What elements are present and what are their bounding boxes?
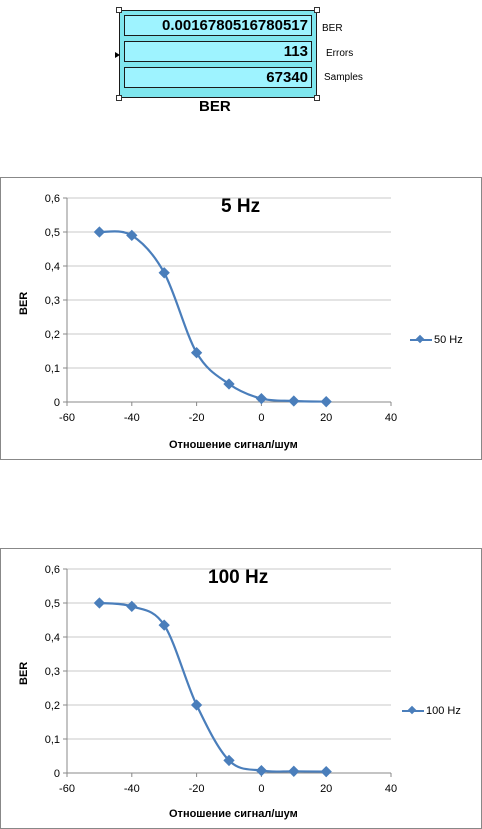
errors-value: 113 [124, 41, 312, 62]
y-tick-label: 0,1 [45, 363, 60, 375]
x-tick-label: -40 [124, 783, 140, 795]
y-tick-label: 0,3 [45, 295, 60, 307]
y-tick-label: 0,2 [45, 700, 60, 712]
x-tick-label: 40 [385, 783, 397, 795]
samples-row-label: Samples [324, 72, 363, 83]
data-point [255, 392, 268, 405]
y-axis-label: BER [18, 291, 30, 315]
y-tick-label: 0,4 [45, 632, 60, 644]
data-point [93, 597, 106, 609]
legend: 50 Hz [410, 334, 463, 346]
samples-value: 67340 [124, 67, 312, 88]
legend-marker-icon [410, 339, 432, 341]
data-point [190, 699, 203, 711]
y-tick-label: 0,3 [45, 666, 60, 678]
legend: 100 Hz [402, 705, 461, 717]
data-point [126, 600, 138, 613]
y-tick-label: 0 [54, 768, 60, 780]
ber-row-label: BER [322, 23, 343, 34]
ber-value: 0.0016780516780517 [124, 15, 312, 36]
series-line [99, 601, 327, 773]
data-point [255, 764, 268, 777]
y-tick-label: 0,5 [45, 598, 60, 610]
y-tick-label: 0,6 [45, 193, 60, 205]
resize-handle[interactable] [116, 95, 122, 101]
y-tick-label: 0 [54, 397, 60, 409]
data-point [288, 765, 300, 777]
x-tick-label: 40 [385, 412, 397, 424]
x-tick-label: 20 [320, 783, 332, 795]
data-point [320, 765, 332, 778]
x-axis-label: Отношение сигнал/шум [169, 808, 298, 820]
chart-100hz: 0 0,1 0,2 0,3 0,4 0,5 0,6 -60 -40 -20 0 20 40 100 Hz… [0, 548, 482, 829]
x-tick-label: 0 [258, 412, 264, 424]
data-point [190, 347, 203, 359]
data-point [126, 229, 138, 242]
y-tick-label: 0,2 [45, 329, 60, 341]
x-tick-label: 20 [320, 412, 332, 424]
data-point [93, 226, 106, 238]
legend-label: 100 Hz [426, 705, 461, 717]
x-tick-label: -20 [189, 783, 205, 795]
chart-svg: 0 0,1 0,2 0,3 0,4 0,5 0,6 -60 -40 -20 0 20 40 [45, 564, 397, 795]
y-tick-label: 0,6 [45, 564, 60, 576]
x-tick-label: -20 [189, 412, 205, 424]
chart-5hz: 0 0,1 0,2 0,3 0,4 0,5 0,6 -60 -40 -20 0 20 40 5 Hz B… [0, 177, 482, 460]
chart-title: 5 Hz [221, 196, 261, 217]
block-title: BER [199, 98, 231, 115]
y-axis-label: BER [18, 661, 30, 685]
resize-handle[interactable] [314, 7, 320, 13]
chart-svg: 0 0,1 0,2 0,3 0,4 0,5 0,6 -60 -40 -20 0 20 40 [45, 193, 397, 424]
data-point [223, 378, 235, 390]
y-tick-label: 0,1 [45, 734, 60, 746]
errors-row-label: Errors [326, 48, 354, 59]
y-tick-label: 0,5 [45, 227, 60, 239]
resize-handle[interactable] [116, 7, 122, 13]
input-port-icon[interactable] [115, 52, 120, 58]
chart-title: 100 Hz [208, 567, 269, 588]
y-tick-label: 0,4 [45, 261, 60, 273]
legend-label: 50 Hz [434, 334, 463, 346]
data-point [320, 396, 332, 408]
x-tick-label: 0 [258, 783, 264, 795]
resize-handle[interactable] [314, 95, 320, 101]
data-point [288, 395, 300, 407]
display-block[interactable]: 0.0016780516780517 113 67340 [119, 10, 317, 98]
x-axis-label: Отношение сигнал/шум [169, 439, 298, 451]
series-line [99, 230, 327, 403]
x-tick-label: -60 [59, 783, 75, 795]
x-tick-label: -60 [59, 412, 75, 424]
legend-marker-icon [402, 710, 424, 712]
x-tick-label: -40 [124, 412, 140, 424]
data-point [158, 267, 170, 279]
